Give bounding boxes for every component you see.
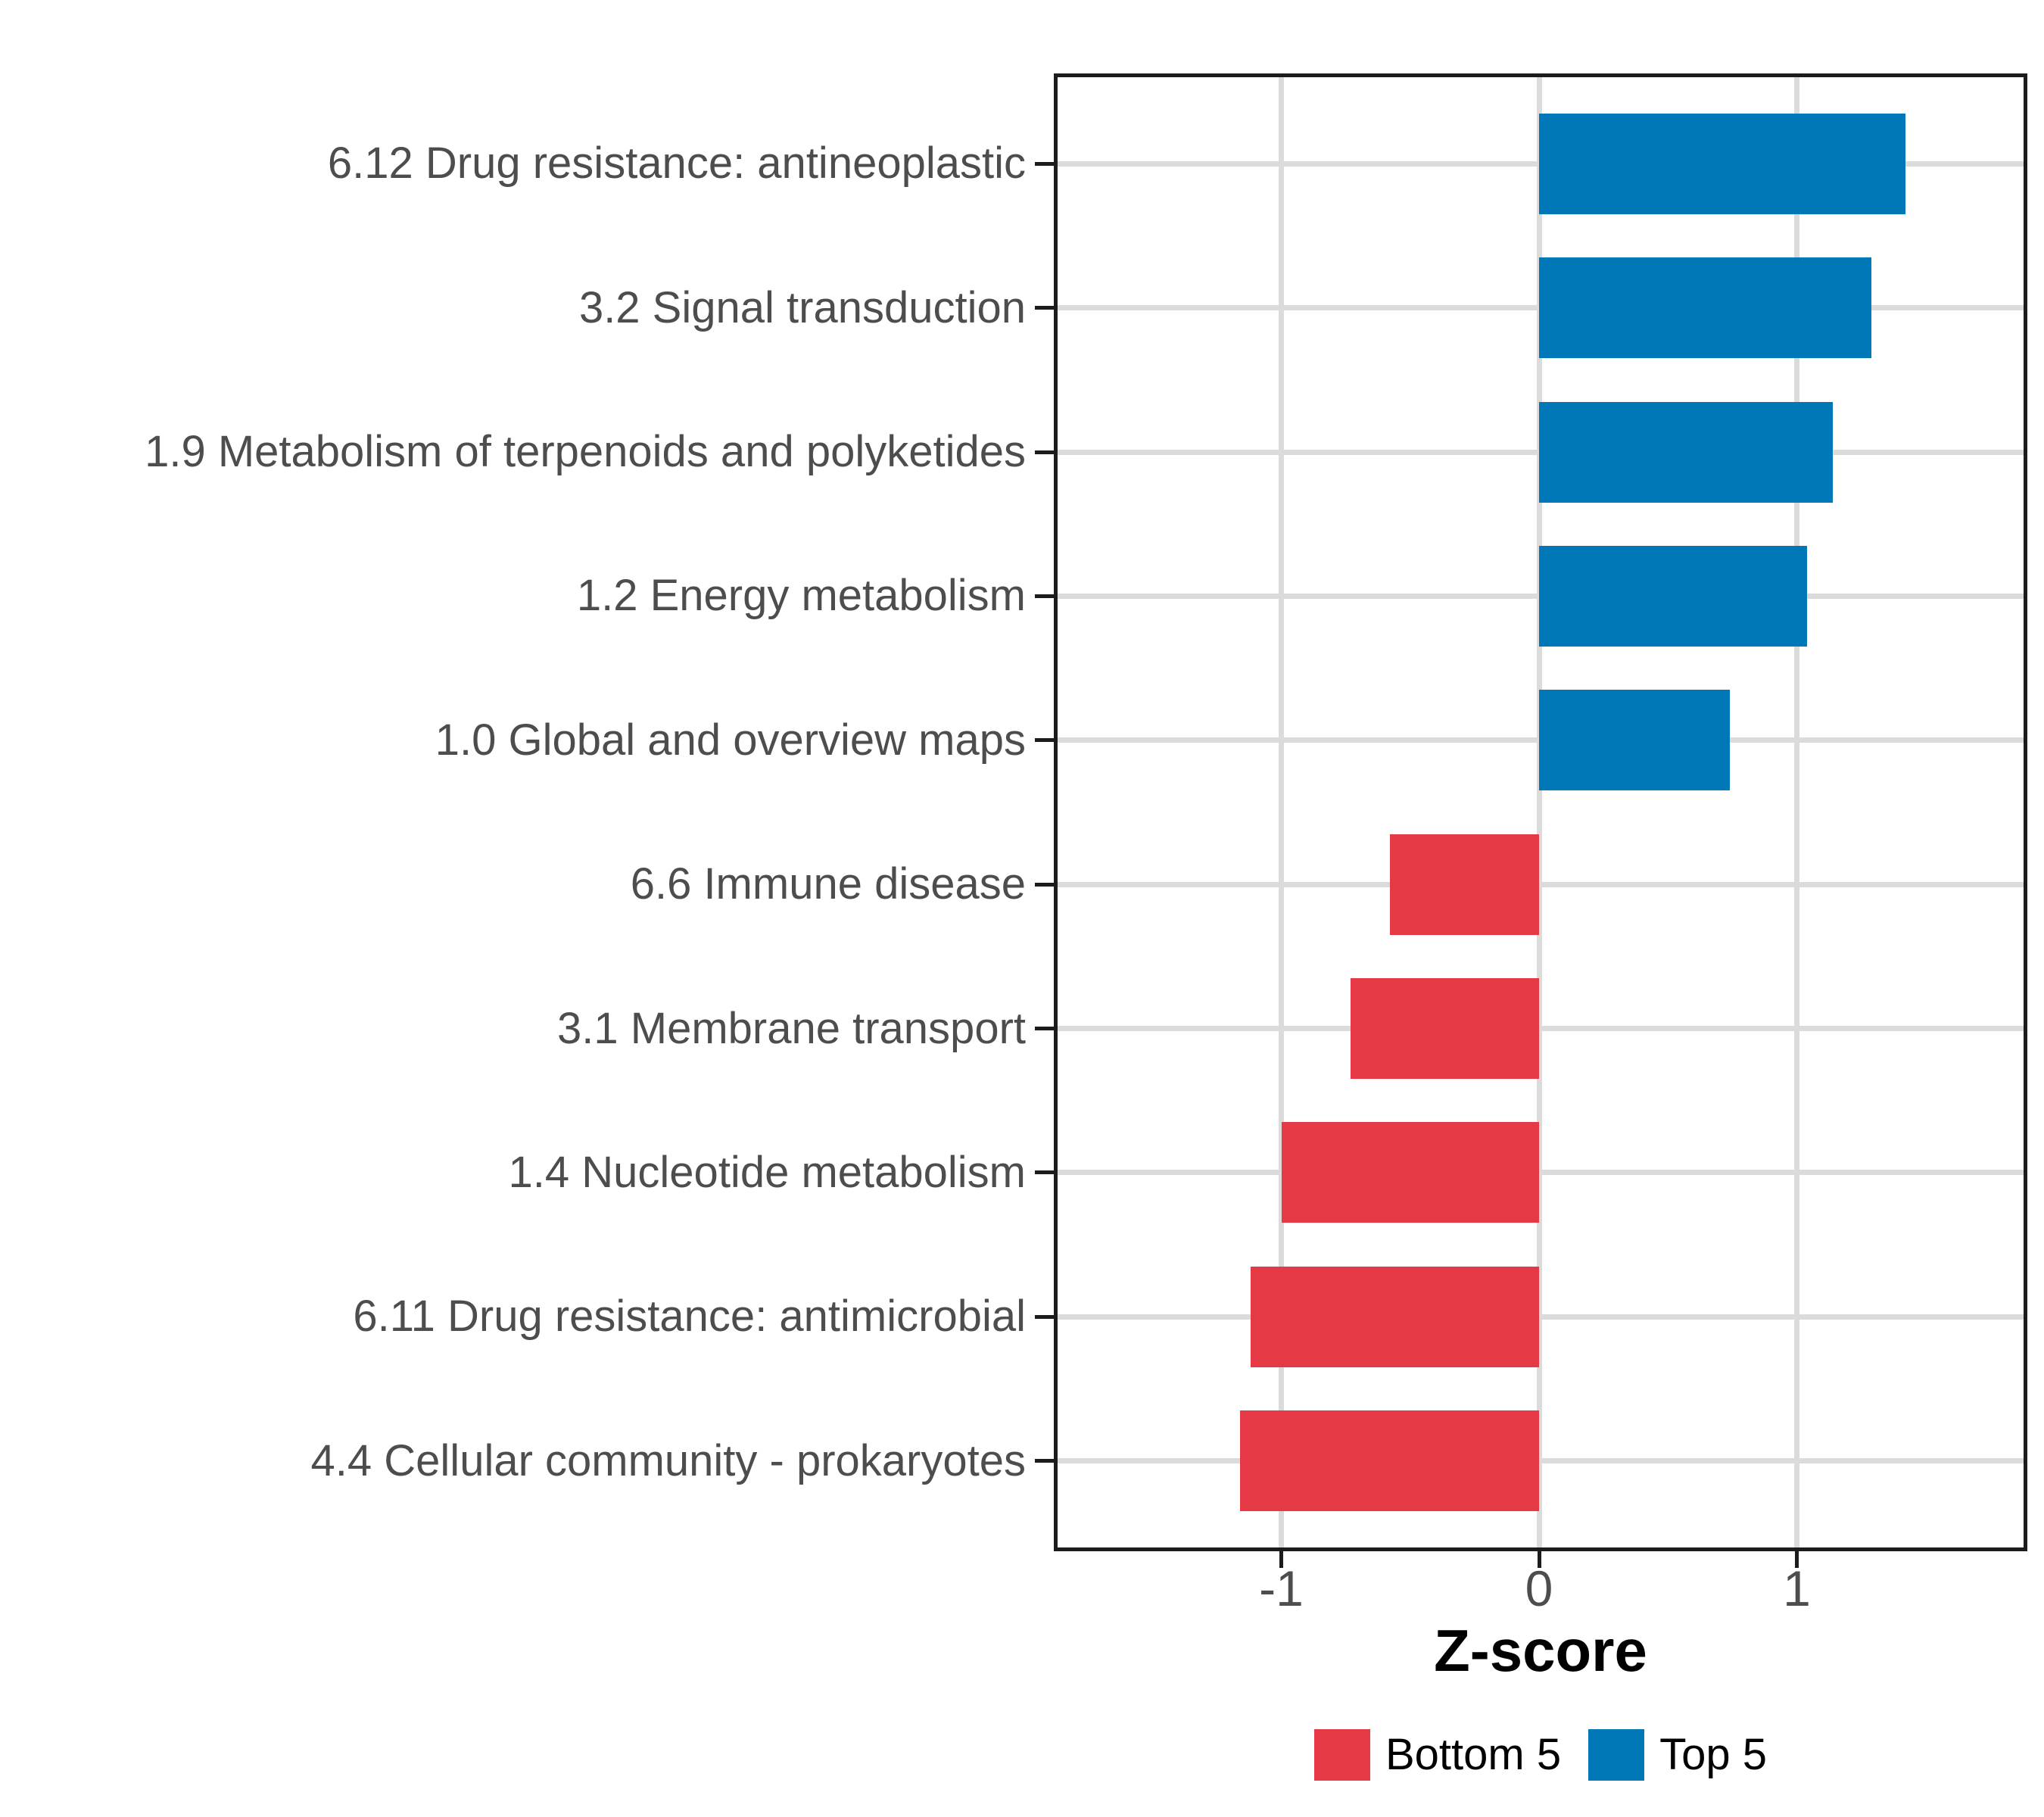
x-tick-mark-0 [1537,1551,1541,1568]
y-tick-mark-8 [1035,1170,1054,1175]
x-tick-label-1: 1 [1783,1560,1811,1616]
x-tick-mark-1 [1795,1551,1799,1568]
gridline-x-0 [1536,77,1542,1547]
y-label-6-6-immune-disease: 6.6 Immune disease [630,859,1026,909]
x-tick-mark--1 [1279,1551,1283,1568]
y-label-1-2-energy-metabolism: 1.2 Energy metabolism [576,571,1026,621]
gridline-y-8 [1058,1170,2024,1176]
y-label-1-0-global-and-overview-maps: 1.0 Global and overview maps [435,715,1026,765]
y-label-6-11-drug-resistance-antimicrobial: 6.11 Drug resistance: antimicrobial [353,1292,1026,1342]
y-tick-mark-9 [1035,1314,1054,1319]
y-tick-mark-5 [1035,738,1054,743]
bar-4-4-cellular-community-prokaryotes [1240,1410,1539,1512]
y-label-1-4-nucleotide-metabolism: 1.4 Nucleotide metabolism [508,1147,1026,1197]
y-label-3-2-signal-transduction: 3.2 Signal transduction [578,282,1026,332]
bar-6-6-immune-disease [1389,834,1539,935]
gridline-y-6 [1058,881,2024,887]
x-tick-label-0: 0 [1525,1560,1553,1616]
y-tick-mark-3 [1035,450,1054,454]
x-tick-label--1: -1 [1259,1560,1304,1616]
legend-swatch-top5-icon [1588,1729,1645,1781]
gridline-y-10 [1058,1458,2024,1464]
y-tick-mark-4 [1035,594,1054,598]
gridline-y-9 [1058,1314,2024,1320]
bar-1-2-energy-metabolism [1539,545,1808,647]
bar-1-4-nucleotide-metabolism [1281,1122,1539,1223]
gridline-x-1 [1794,77,1799,1547]
x-axis-title: Z-score [1434,1617,1647,1684]
bar-1-0-global-and-overview-maps [1539,690,1730,791]
legend-item-top5: Top 5 [1588,1729,1767,1781]
bar-3-1-membrane-transport [1351,978,1539,1080]
plot-panel [1054,73,2027,1551]
gridline-x--1 [1279,77,1284,1547]
legend-swatch-bottom5-icon [1313,1729,1370,1781]
bar-1-9-metabolism-of-terpenoids-and-polyketides [1539,401,1834,503]
bar-6-11-drug-resistance-antimicrobial [1250,1266,1539,1367]
y-label-1-9-metabolism-of-terpenoids-and-polyketides: 1.9 Metabolism of terpenoids and polyket… [145,427,1026,477]
legend: Bottom 5 Top 5 [1054,1729,2027,1781]
y-label-3-1-membrane-transport: 3.1 Membrane transport [557,1003,1026,1053]
legend-label-bottom5: Bottom 5 [1385,1730,1562,1779]
legend-label-top5: Top 5 [1659,1730,1767,1779]
bar-3-2-signal-transduction [1539,257,1872,359]
y-label-6-12-drug-resistance-antineoplastic: 6.12 Drug resistance: antineoplastic [327,139,1026,189]
y-label-4-4-cellular-community-prokaryotes: 4.4 Cellular community - prokaryotes [310,1435,1026,1485]
y-tick-mark-7 [1035,1027,1054,1031]
y-tick-mark-10 [1035,1459,1054,1463]
bar-6-12-drug-resistance-antineoplastic [1539,113,1905,214]
y-tick-mark-2 [1035,306,1054,310]
legend-item-bottom5: Bottom 5 [1313,1729,1562,1781]
gridline-y-7 [1058,1026,2024,1032]
y-tick-mark-6 [1035,882,1054,887]
y-tick-mark-1 [1035,161,1054,166]
